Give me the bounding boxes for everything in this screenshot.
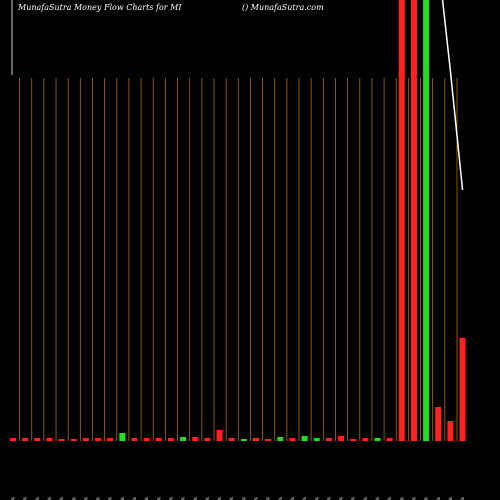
bar <box>228 438 235 441</box>
x-tick-label: 4.18 1.3% <box>181 496 187 500</box>
bar <box>459 338 466 441</box>
grid <box>19 78 458 441</box>
bar <box>10 438 16 441</box>
x-tick-label: 4.09 0.02% <box>35 496 41 500</box>
bar <box>167 438 174 441</box>
money-flow-line <box>441 0 464 191</box>
chart-title: MunafaSutra Money Flow Charts for MI <box>17 3 182 12</box>
x-labels: 4.11 0.03% 4.16 1.2% 4.09 0.02% 4.08 0.24% 4… <box>11 496 467 500</box>
x-tick-label: 4.19 0.6% <box>241 496 247 500</box>
x-tick-label: 4.04 0.3% <box>108 496 114 500</box>
bar <box>240 439 247 441</box>
bar <box>277 437 284 441</box>
bar <box>398 0 405 441</box>
bar <box>216 430 223 441</box>
bar <box>301 436 308 441</box>
bar <box>107 438 114 441</box>
bar <box>155 438 162 441</box>
x-tick-label: 4.06 0.2% <box>144 496 150 500</box>
bar <box>471 328 478 441</box>
bar <box>374 438 381 441</box>
x-tick-label: 4.03 0.4% <box>96 496 102 500</box>
x-tick-label: 4.05 0.3% <box>132 496 138 500</box>
x-tick-label: 4.12 0.6% <box>168 496 174 500</box>
x-tick-label: 4.26 0.7% <box>290 496 296 500</box>
bar <box>204 438 211 441</box>
bar <box>192 437 199 441</box>
bar <box>58 439 65 441</box>
x-tick-label: 4.31 0.5% <box>351 496 357 500</box>
bar <box>180 437 187 441</box>
x-tick-label: 4.26 0.3% <box>363 496 369 500</box>
x-tick-label: 4.16 1.2% <box>23 496 29 500</box>
x-tick-label: 4.22 0.3% <box>302 496 308 500</box>
bars <box>10 0 478 441</box>
bar <box>70 439 77 441</box>
x-tick-label: 4.09 0.19% <box>83 496 89 500</box>
x-tick-label: 4.96 1.7% <box>460 496 466 500</box>
x-tick-label: 4.16 0.7% <box>205 496 211 500</box>
bar <box>131 438 138 441</box>
bar <box>386 438 393 441</box>
x-tick-label: 4.30 0.2% <box>326 496 332 500</box>
bar <box>95 438 102 441</box>
x-tick-label: 5.04 2.6% <box>424 496 430 500</box>
x-tick-label: 4.07 2.1% <box>217 496 223 500</box>
x-tick-label: 4.93 3.3% <box>448 496 454 500</box>
bar <box>325 438 332 441</box>
x-tick-label: 4.36 0.8% <box>339 496 345 500</box>
x-tick-label: 4.71 11.4% <box>399 496 405 500</box>
bar <box>82 438 89 441</box>
bar <box>289 438 296 441</box>
x-tick-label: 4.33 0.9% <box>375 496 381 500</box>
x-tick-label: 4.08 0.24% <box>47 496 53 500</box>
bar <box>362 438 369 441</box>
bar <box>423 0 430 441</box>
bar <box>447 421 454 441</box>
x-tick-label: 4.10 1.4% <box>120 496 126 500</box>
x-tick-label: 4.14 0.9% <box>193 496 199 500</box>
x-tick-label: 4.03 0.05% <box>59 496 65 500</box>
bar <box>435 407 442 441</box>
x-tick-label: 4.20 0.4% <box>254 496 260 500</box>
bar <box>22 438 29 441</box>
x-tick-label: 4.25 1.1% <box>266 496 272 500</box>
bar <box>265 439 272 441</box>
bar <box>410 0 417 441</box>
x-tick-label: 4.30 1.5% <box>278 496 284 500</box>
chart-subtitle: () MunafaSutra.com <box>242 3 324 12</box>
x-tick-label: 4.94 5.1% <box>411 496 417 500</box>
bar <box>46 438 53 441</box>
x-tick-label: 4.11 0.03% <box>11 496 17 500</box>
bar <box>338 436 345 441</box>
x-tick-label: 4.37 0.6% <box>387 496 393 500</box>
x-tick-label: 4.17 0.2% <box>229 496 235 500</box>
bar <box>253 438 259 441</box>
bar <box>34 438 41 441</box>
bar <box>350 439 357 441</box>
x-tick-label: 4.10 0.5% <box>156 496 162 500</box>
x-tick-label: 4.28 0.4% <box>314 496 320 500</box>
x-tick-label: 4.05 0.1% <box>71 496 77 500</box>
x-tick-label: 4.77 5.4% <box>436 496 442 500</box>
bar <box>143 438 150 441</box>
bar <box>119 433 126 441</box>
bar <box>313 438 320 441</box>
